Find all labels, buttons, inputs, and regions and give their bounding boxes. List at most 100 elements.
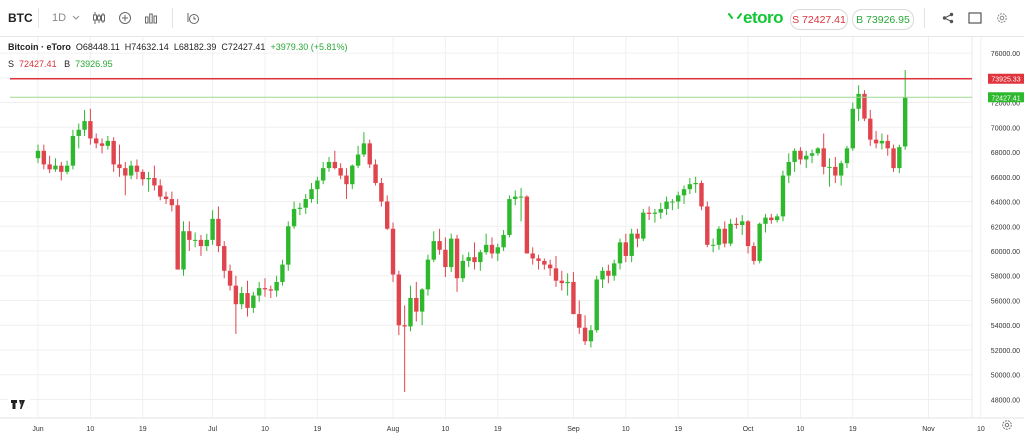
alarm-clock-icon[interactable] — [186, 0, 200, 36]
candle-down — [751, 246, 757, 261]
y-tick-label: 76000.00 — [991, 51, 1020, 58]
candle-up — [804, 155, 809, 160]
candle-down — [798, 150, 803, 160]
candle-down — [222, 246, 227, 271]
tradingview-logo-icon[interactable] — [8, 396, 30, 417]
candle-up — [897, 147, 902, 169]
candle-down — [262, 288, 268, 290]
candle-down — [623, 242, 629, 256]
candle-down — [344, 175, 349, 185]
candle-down — [216, 218, 221, 247]
candle-down — [390, 228, 396, 275]
candle-down — [559, 280, 564, 284]
candle-down — [367, 143, 372, 165]
timeframe-selector[interactable]: 1D — [52, 0, 80, 36]
candle-down — [198, 239, 204, 247]
candle-up — [355, 154, 361, 166]
sell-letter: S — [8, 59, 15, 69]
candle-down — [705, 206, 710, 245]
candle-up — [53, 165, 58, 170]
y-tick-label: 72000.00 — [991, 101, 1020, 108]
y-tick-label: 48000.00 — [991, 397, 1020, 404]
candles-icon[interactable] — [92, 0, 106, 36]
candle-up — [239, 293, 244, 305]
candle-up — [408, 298, 413, 327]
candle-down — [722, 228, 727, 244]
candle-down — [769, 217, 774, 221]
candle-down — [524, 196, 530, 254]
candle-up — [286, 226, 291, 265]
candle-down — [530, 253, 535, 259]
candle-down — [140, 171, 145, 180]
y-tick-label: 56000.00 — [991, 298, 1020, 305]
bar-chart-icon[interactable] — [144, 0, 158, 36]
candle-up — [350, 165, 355, 185]
candle-up — [809, 153, 815, 156]
symbol-label[interactable]: BTC — [8, 11, 33, 25]
candle-up — [740, 221, 745, 226]
candle-up — [611, 263, 617, 276]
candle-down — [396, 274, 402, 326]
candle-down — [152, 178, 157, 186]
candle-up — [507, 199, 512, 235]
candle-up — [687, 184, 693, 190]
y-tick-label: 52000.00 — [991, 348, 1020, 355]
low-value: L68182.39 — [173, 42, 217, 52]
candle-down — [59, 165, 64, 172]
candle-down — [862, 93, 867, 119]
y-tick-label: 54000.00 — [991, 323, 1020, 330]
candle-up — [361, 143, 367, 155]
candle-up — [82, 121, 87, 130]
sell-buy-legend: S 72427.41 B 73926.95 — [8, 59, 113, 69]
candle-up — [844, 148, 850, 164]
candle-down — [553, 268, 559, 281]
toolbar-divider — [924, 8, 925, 28]
y-tick-label: 50000.00 — [991, 373, 1020, 380]
settings-icon[interactable] — [996, 0, 1008, 36]
y-tick-label: 62000.00 — [991, 224, 1020, 231]
candle-up — [664, 201, 669, 209]
candle-up — [105, 140, 111, 146]
candle-down — [635, 233, 640, 239]
x-tick-label: 10 — [797, 426, 805, 433]
candle-down — [175, 205, 180, 270]
candle-up — [827, 166, 832, 168]
candle-down — [699, 182, 704, 207]
candle-down — [745, 221, 751, 247]
logo-text: etoro — [743, 8, 784, 27]
x-tick-label: 10 — [86, 426, 94, 433]
fullscreen-icon[interactable] — [968, 0, 982, 36]
candle-down — [582, 327, 588, 342]
candle-down — [379, 182, 384, 202]
x-tick-label: 19 — [674, 426, 682, 433]
candle-up — [716, 228, 722, 245]
candle-up — [815, 148, 821, 154]
candle-down — [41, 150, 47, 165]
candle-up — [728, 223, 733, 244]
candle-up — [518, 196, 524, 198]
candle-down — [47, 164, 52, 170]
candle-down — [536, 258, 541, 261]
candle-down — [332, 161, 338, 169]
candle-down — [123, 168, 128, 176]
sell-button[interactable]: S 72427.41 — [790, 9, 848, 30]
candle-down — [111, 140, 116, 165]
y-tick-label: 64000.00 — [991, 200, 1020, 207]
candle-up — [879, 140, 885, 144]
candle-down — [443, 249, 448, 268]
candle-down — [88, 121, 93, 139]
last-price-tag-label: 72427.41 — [991, 95, 1020, 102]
add-indicator-icon[interactable] — [118, 0, 132, 36]
x-tick-label: Sep — [567, 426, 580, 433]
candle-up — [303, 199, 308, 208]
close-value: C72427.41 — [221, 42, 266, 52]
candle-up — [70, 135, 76, 166]
x-tick-label: 19 — [139, 426, 147, 433]
candle-down — [373, 164, 378, 183]
share-icon[interactable] — [942, 0, 954, 36]
buy-button[interactable]: B 73926.95 — [852, 9, 914, 30]
candle-up — [425, 259, 431, 290]
x-tick-label: Jul — [208, 426, 217, 433]
chart-settings-icon[interactable] — [1001, 418, 1013, 436]
